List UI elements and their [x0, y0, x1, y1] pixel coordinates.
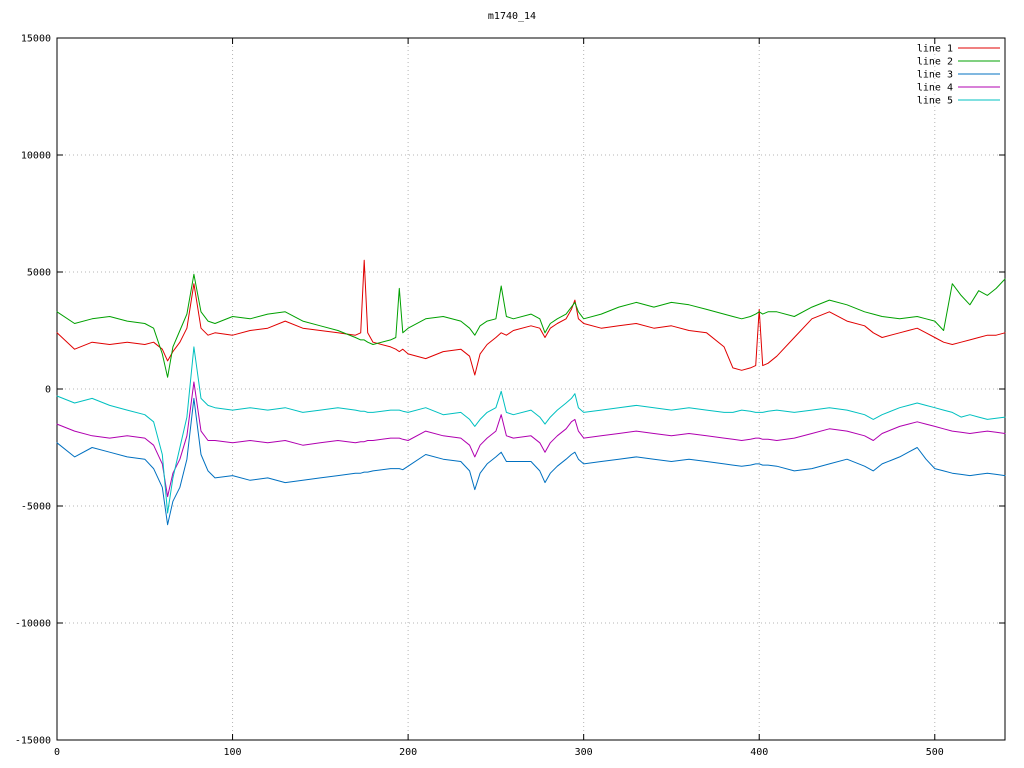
- x-tick-label: 0: [54, 747, 60, 758]
- y-tick-label: -5000: [21, 502, 51, 513]
- legend-label: line 5: [917, 96, 953, 107]
- x-tick-label: 400: [750, 747, 768, 758]
- x-tick-label: 500: [926, 747, 944, 758]
- legend-label: line 2: [917, 57, 953, 68]
- y-tick-label: -10000: [15, 619, 51, 630]
- y-tick-label: -15000: [15, 736, 51, 747]
- legend-label: line 3: [917, 70, 953, 81]
- axis-tick-labels: -15000 -10000 -5000 0 5000 10000 15000 0 100 200 3…: [15, 34, 944, 759]
- y-tick-label: 15000: [21, 34, 51, 45]
- y-tick-label: 0: [45, 385, 51, 396]
- legend: line 1 line 2 line 3 line 4 line 5: [917, 44, 1000, 107]
- series-line-1: [56, 259, 1006, 376]
- series-line-5: [56, 346, 1006, 514]
- y-tick-label: 10000: [21, 151, 51, 162]
- plot-border: [56, 37, 1006, 741]
- x-tick-label: 300: [575, 747, 593, 758]
- y-tick-label: 5000: [27, 268, 51, 279]
- x-tick-label: 200: [399, 747, 417, 758]
- legend-label: line 4: [917, 83, 953, 94]
- series-line-2: [56, 273, 1006, 378]
- x-tick-label: 100: [224, 747, 242, 758]
- chart-title: m1740_14: [487, 11, 537, 22]
- series-line-4: [56, 381, 1006, 498]
- series-line-3: [56, 397, 1006, 526]
- legend-label: line 1: [917, 44, 953, 55]
